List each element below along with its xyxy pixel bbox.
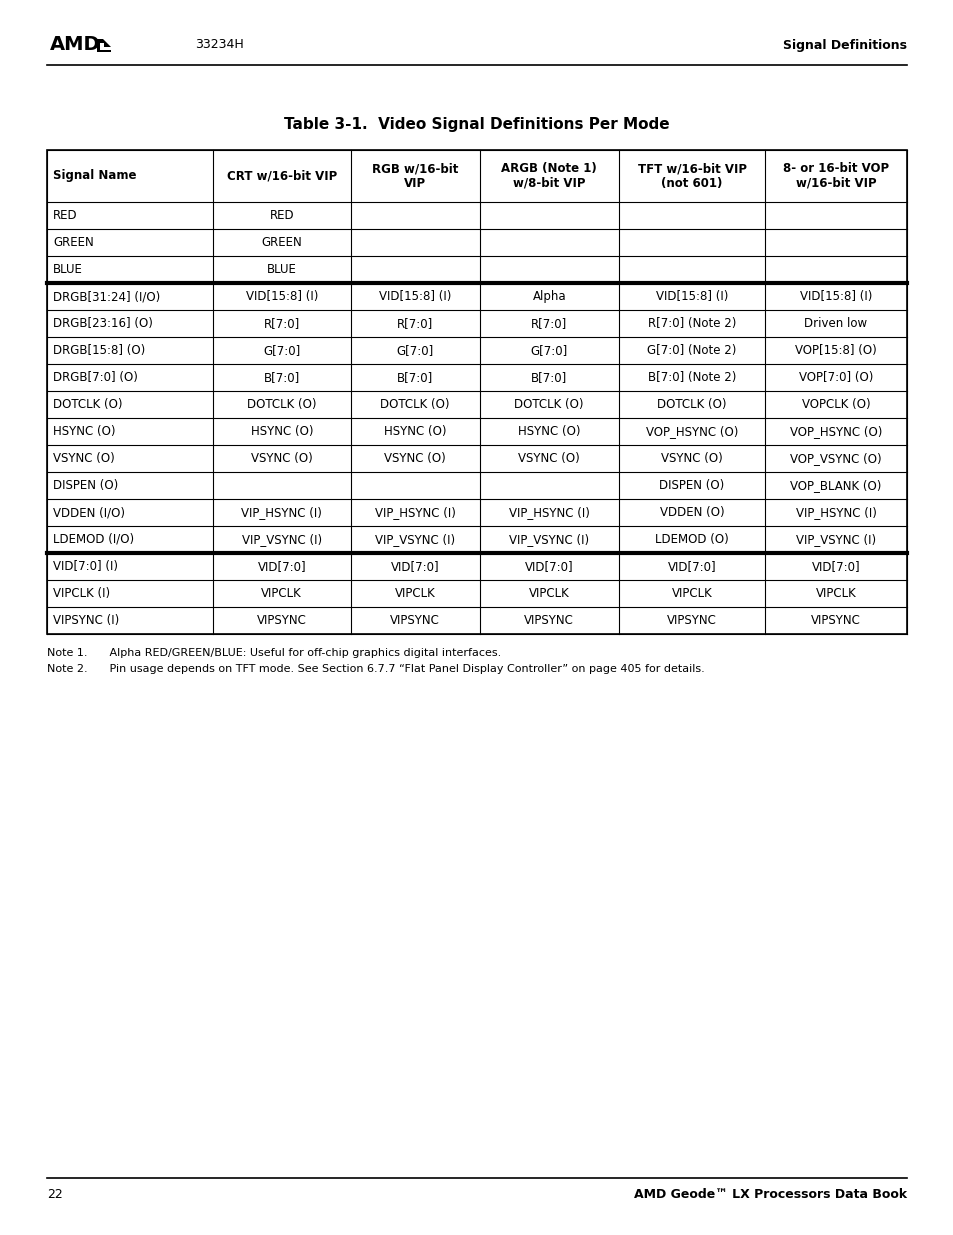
Text: DOTCLK (O): DOTCLK (O) [380, 398, 450, 411]
Text: VID[15:8] (I): VID[15:8] (I) [655, 290, 727, 303]
Text: VID[15:8] (I): VID[15:8] (I) [378, 290, 451, 303]
Text: GREEN: GREEN [53, 236, 93, 249]
Text: Note 2.: Note 2. [47, 664, 88, 674]
Text: HSYNC (O): HSYNC (O) [517, 425, 579, 438]
Text: 22: 22 [47, 1188, 63, 1202]
Text: RED: RED [53, 209, 77, 222]
Text: HSYNC (O): HSYNC (O) [383, 425, 446, 438]
Text: Table 3-1.  Video Signal Definitions Per Mode: Table 3-1. Video Signal Definitions Per … [284, 117, 669, 132]
Text: VIPCLK: VIPCLK [815, 587, 856, 600]
Text: VID[7:0]: VID[7:0] [667, 559, 716, 573]
Text: DISPEN (O): DISPEN (O) [659, 479, 724, 492]
Text: VSYNC (O): VSYNC (O) [517, 452, 579, 466]
Text: G[7:0]: G[7:0] [396, 345, 434, 357]
Text: VID[15:8] (I): VID[15:8] (I) [245, 290, 317, 303]
Text: R[7:0]: R[7:0] [531, 317, 567, 330]
Text: VIP_HSYNC (I): VIP_HSYNC (I) [375, 506, 455, 519]
Text: B[7:0]: B[7:0] [263, 370, 299, 384]
Text: VIPCLK: VIPCLK [671, 587, 712, 600]
Text: B[7:0]: B[7:0] [531, 370, 567, 384]
Text: CRT w/16-bit VIP: CRT w/16-bit VIP [227, 169, 336, 183]
Text: VOP_HSYNC (O): VOP_HSYNC (O) [789, 425, 882, 438]
Bar [97, 40, 111, 52]
Text: VID[15:8] (I): VID[15:8] (I) [799, 290, 871, 303]
Text: R[7:0]: R[7:0] [263, 317, 299, 330]
Text: DRGB[15:8] (O): DRGB[15:8] (O) [53, 345, 145, 357]
Text: BLUE: BLUE [53, 263, 83, 275]
Text: VIP_VSYNC (I): VIP_VSYNC (I) [375, 534, 455, 546]
Text: RED: RED [269, 209, 294, 222]
Text: ARGB (Note 1)
w/8-bit VIP: ARGB (Note 1) w/8-bit VIP [501, 162, 597, 190]
Text: VOPCLK (O): VOPCLK (O) [801, 398, 869, 411]
Text: VID[7:0]: VID[7:0] [524, 559, 573, 573]
Text: Alpha: Alpha [532, 290, 565, 303]
Bar [47, 149, 906, 634]
Text: VIPCLK: VIPCLK [395, 587, 435, 600]
Text: HSYNC (O): HSYNC (O) [53, 425, 115, 438]
Polygon shape [103, 40, 111, 47]
Text: VOP_VSYNC (O): VOP_VSYNC (O) [789, 452, 881, 466]
Text: VIPCLK: VIPCLK [261, 587, 302, 600]
Text: LDEMOD (O): LDEMOD (O) [655, 534, 728, 546]
Text: VIPSYNC: VIPSYNC [390, 614, 439, 627]
Text: G[7:0]: G[7:0] [530, 345, 567, 357]
Text: R[7:0] (Note 2): R[7:0] (Note 2) [647, 317, 736, 330]
Text: VIPCLK (I): VIPCLK (I) [53, 587, 110, 600]
Text: VIP_VSYNC (I): VIP_VSYNC (I) [795, 534, 875, 546]
Text: DOTCLK (O): DOTCLK (O) [53, 398, 122, 411]
Text: VIP_VSYNC (I): VIP_VSYNC (I) [241, 534, 321, 546]
Text: VDDEN (O): VDDEN (O) [659, 506, 723, 519]
Text: Signal Name: Signal Name [53, 169, 136, 183]
Text: VIP_VSYNC (I): VIP_VSYNC (I) [509, 534, 589, 546]
Text: BLUE: BLUE [267, 263, 296, 275]
Text: VID[7:0]: VID[7:0] [811, 559, 860, 573]
Text: VSYNC (O): VSYNC (O) [384, 452, 445, 466]
Text: LDEMOD (I/O): LDEMOD (I/O) [53, 534, 134, 546]
Text: VOP_HSYNC (O): VOP_HSYNC (O) [645, 425, 738, 438]
Text: DRGB[7:0] (O): DRGB[7:0] (O) [53, 370, 138, 384]
Text: VID[7:0] (I): VID[7:0] (I) [53, 559, 118, 573]
Text: DISPEN (O): DISPEN (O) [53, 479, 118, 492]
Text: Driven low: Driven low [803, 317, 866, 330]
Text: Note 1.: Note 1. [47, 648, 88, 658]
Text: 33234H: 33234H [194, 38, 244, 52]
Text: VDDEN (I/O): VDDEN (I/O) [53, 506, 125, 519]
Text: Alpha RED/GREEN/BLUE: Useful for off-chip graphics digital interfaces.: Alpha RED/GREEN/BLUE: Useful for off-chi… [99, 648, 500, 658]
Text: VID[7:0]: VID[7:0] [391, 559, 439, 573]
Text: DRGB[23:16] (O): DRGB[23:16] (O) [53, 317, 152, 330]
Text: 8- or 16-bit VOP
w/16-bit VIP: 8- or 16-bit VOP w/16-bit VIP [782, 162, 888, 190]
Text: TFT w/16-bit VIP
(not 601): TFT w/16-bit VIP (not 601) [637, 162, 745, 190]
Text: GREEN: GREEN [261, 236, 302, 249]
Text: R[7:0]: R[7:0] [396, 317, 433, 330]
Polygon shape [100, 43, 111, 49]
Text: Signal Definitions: Signal Definitions [782, 38, 906, 52]
Text: DRGB[31:24] (I/O): DRGB[31:24] (I/O) [53, 290, 160, 303]
Text: AMD: AMD [50, 36, 100, 54]
Text: B[7:0]: B[7:0] [396, 370, 433, 384]
Text: RGB w/16-bit
VIP: RGB w/16-bit VIP [372, 162, 457, 190]
Text: VIPSYNC: VIPSYNC [666, 614, 717, 627]
Text: VIPCLK: VIPCLK [528, 587, 569, 600]
Text: G[7:0]: G[7:0] [263, 345, 300, 357]
Text: DOTCLK (O): DOTCLK (O) [657, 398, 726, 411]
Text: G[7:0] (Note 2): G[7:0] (Note 2) [647, 345, 736, 357]
Text: VIPSYNC: VIPSYNC [256, 614, 307, 627]
Text: Pin usage depends on TFT mode. See Section 6.7.7 “Flat Panel Display Controller”: Pin usage depends on TFT mode. See Secti… [99, 664, 704, 674]
Text: AMD Geode™ LX Processors Data Book: AMD Geode™ LX Processors Data Book [633, 1188, 906, 1202]
Text: VSYNC (O): VSYNC (O) [53, 452, 114, 466]
Text: VIPSYNC: VIPSYNC [524, 614, 574, 627]
Text: VIP_HSYNC (I): VIP_HSYNC (I) [508, 506, 589, 519]
Text: VIPSYNC (I): VIPSYNC (I) [53, 614, 119, 627]
Text: VSYNC (O): VSYNC (O) [660, 452, 722, 466]
Text: VOP_BLANK (O): VOP_BLANK (O) [789, 479, 881, 492]
Text: VIP_HSYNC (I): VIP_HSYNC (I) [241, 506, 322, 519]
Text: VSYNC (O): VSYNC (O) [251, 452, 313, 466]
Text: VIPSYNC: VIPSYNC [810, 614, 861, 627]
Text: HSYNC (O): HSYNC (O) [251, 425, 313, 438]
Text: VIP_HSYNC (I): VIP_HSYNC (I) [795, 506, 876, 519]
Text: B[7:0] (Note 2): B[7:0] (Note 2) [647, 370, 736, 384]
Text: VOP[7:0] (O): VOP[7:0] (O) [798, 370, 872, 384]
Text: VOP[15:8] (O): VOP[15:8] (O) [795, 345, 876, 357]
Text: DOTCLK (O): DOTCLK (O) [514, 398, 583, 411]
Text: DOTCLK (O): DOTCLK (O) [247, 398, 316, 411]
